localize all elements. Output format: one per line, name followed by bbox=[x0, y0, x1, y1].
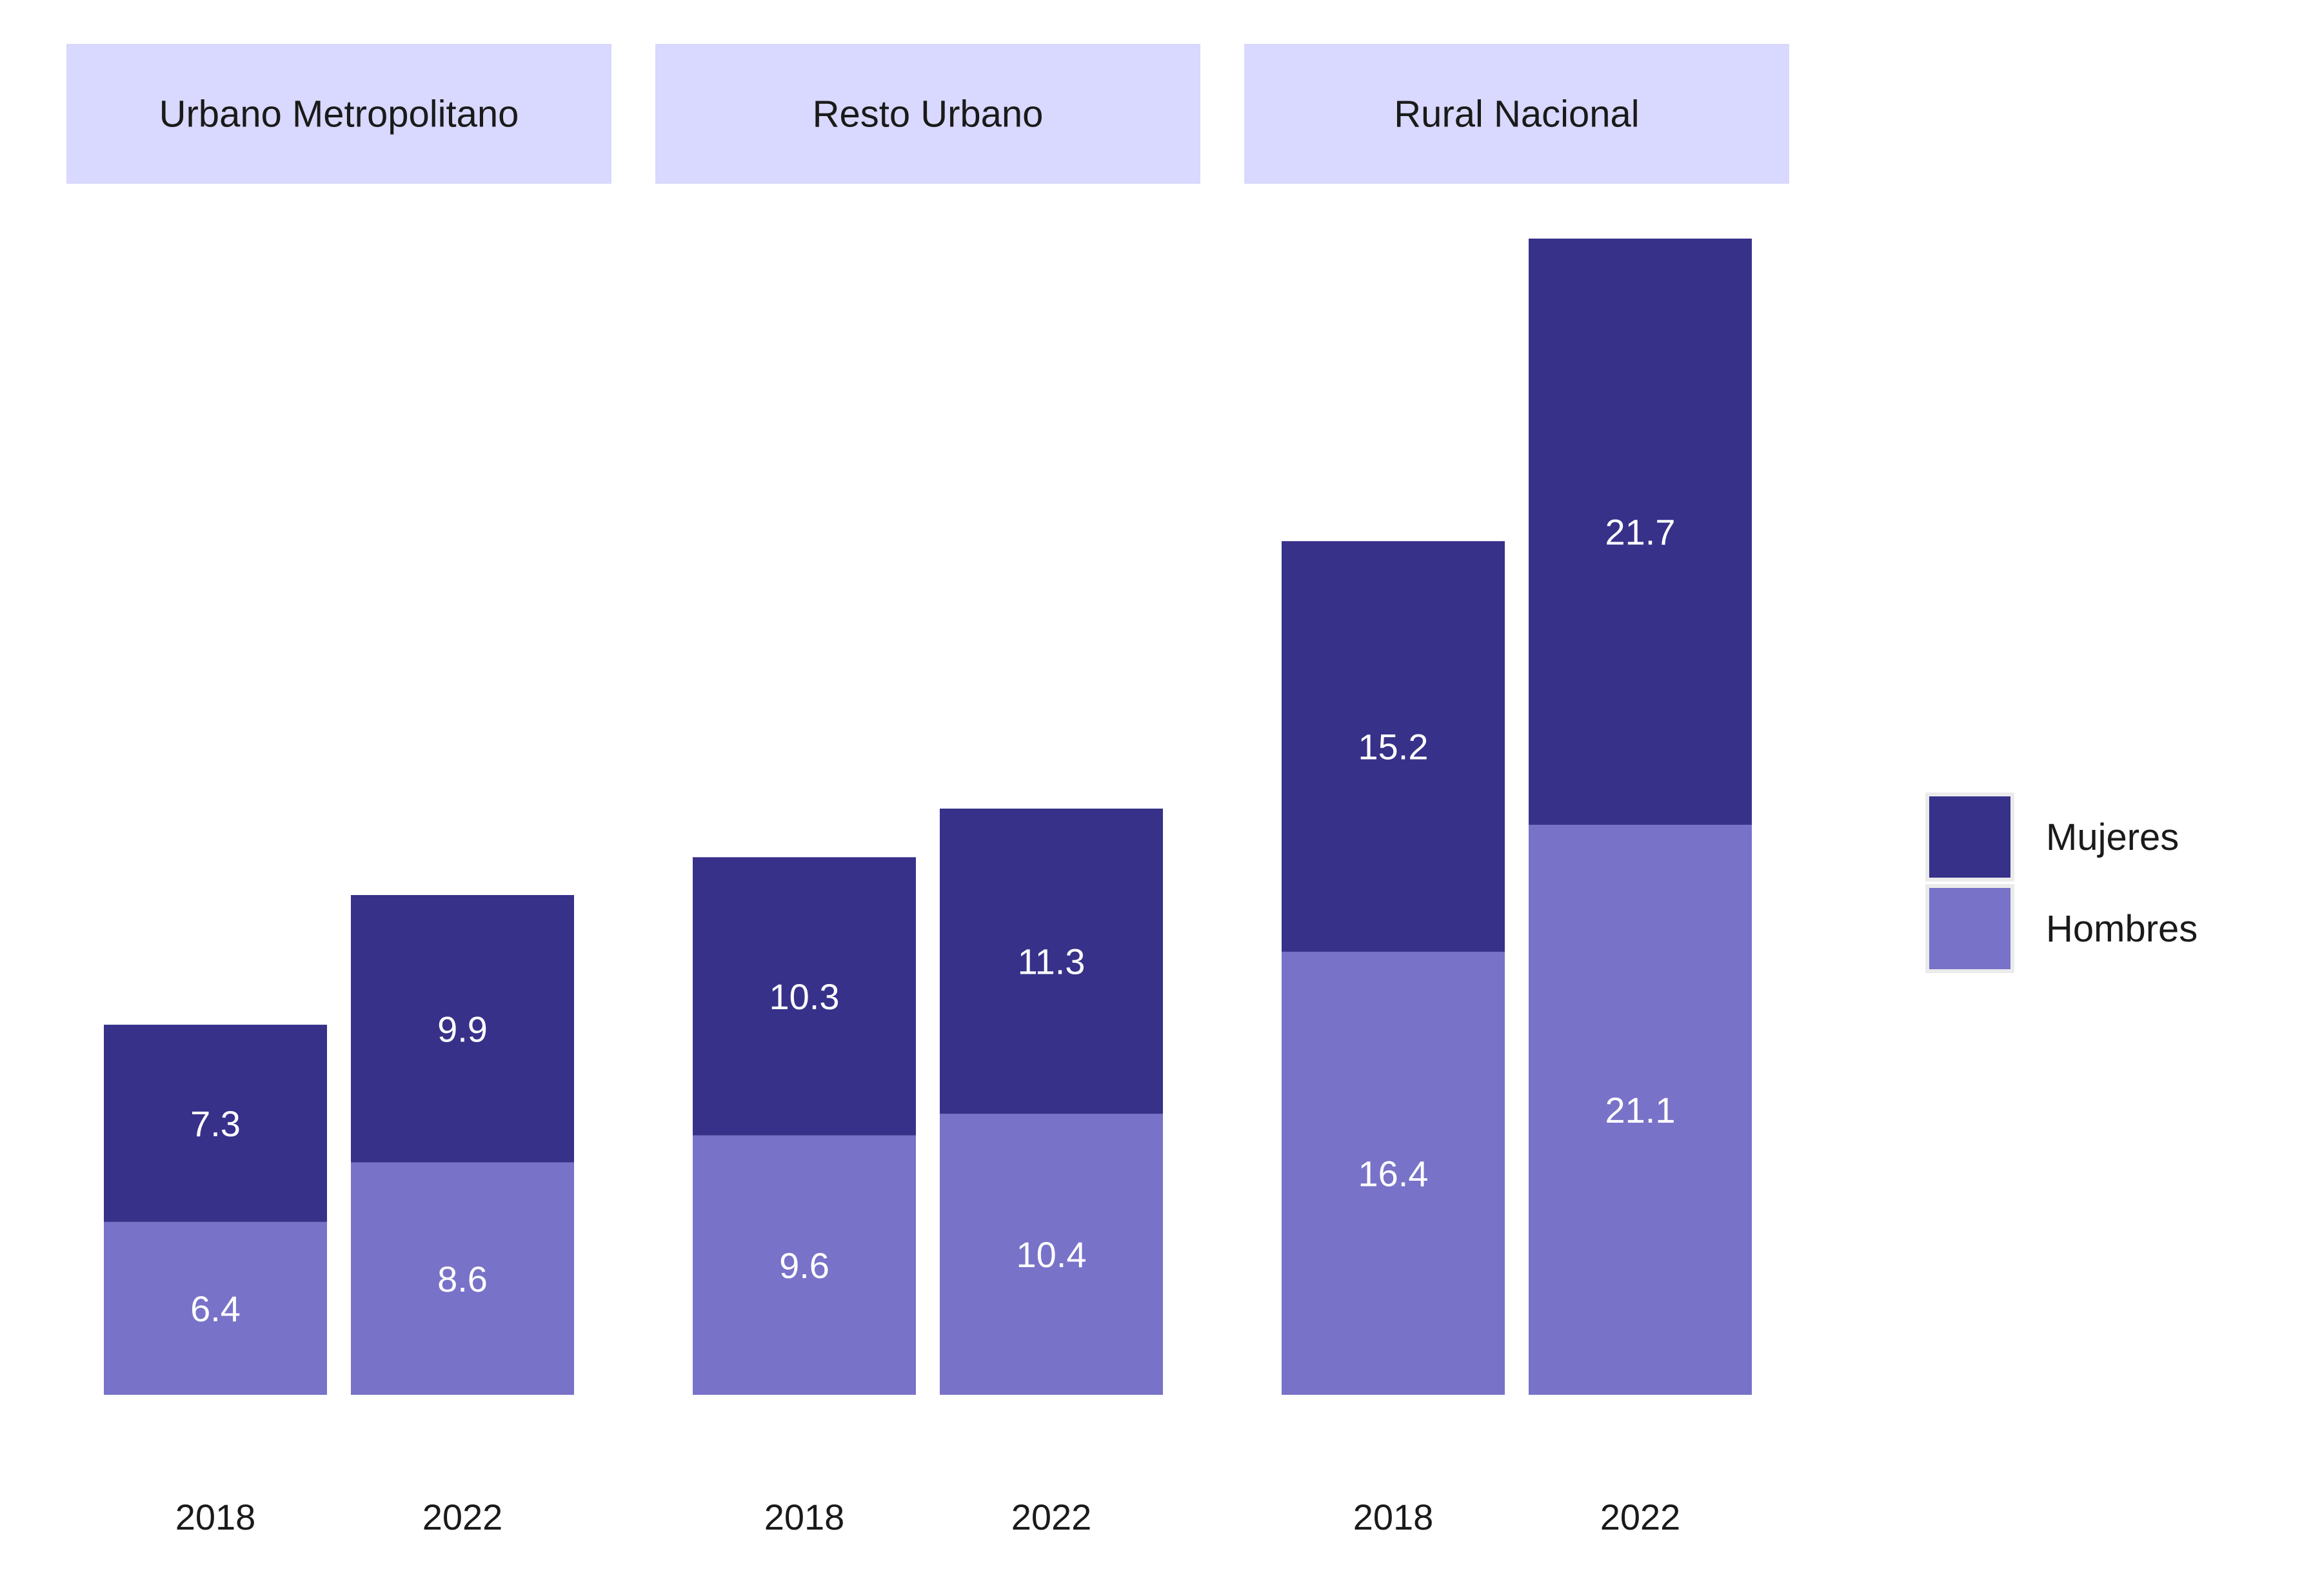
facet-strip-label: Rural Nacional bbox=[1394, 94, 1639, 135]
facet-strips: Urbano Metropolitano Resto Urbano Rural Na… bbox=[66, 44, 1789, 184]
data-label: 21.1 bbox=[1605, 1090, 1676, 1130]
bar-segment-mujeres[interactable] bbox=[1282, 541, 1505, 952]
legend-key-hombres[interactable] bbox=[1925, 884, 2014, 973]
legend[interactable]: Mujeres Hombres bbox=[1925, 793, 2198, 973]
bar-segment-hombres[interactable] bbox=[1282, 951, 1505, 1395]
data-label: 21.7 bbox=[1605, 512, 1676, 553]
facet-strip-1 bbox=[655, 44, 1200, 184]
bar-segment-mujeres[interactable] bbox=[940, 808, 1163, 1114]
data-label: 15.2 bbox=[1358, 727, 1429, 767]
bar-segment-mujeres[interactable] bbox=[351, 894, 574, 1163]
data-label: 10.4 bbox=[1017, 1234, 1087, 1275]
bar-segment-hombres[interactable] bbox=[351, 1162, 574, 1395]
facet-strip-2 bbox=[1244, 44, 1789, 184]
data-label: 6.4 bbox=[190, 1288, 241, 1329]
x-tick-label: 2018 bbox=[175, 1497, 256, 1537]
bar-segment-mujeres[interactable] bbox=[104, 1025, 327, 1222]
x-tick-label: 2018 bbox=[1353, 1497, 1434, 1537]
bar-segment-mujeres[interactable] bbox=[693, 857, 916, 1136]
x-tick-label: 2022 bbox=[1600, 1497, 1681, 1537]
legend-label-mujeres: Mujeres bbox=[2046, 816, 2179, 858]
data-label: 16.4 bbox=[1358, 1153, 1429, 1194]
bar-segment-mujeres[interactable] bbox=[1529, 239, 1752, 825]
bars bbox=[104, 239, 1752, 1395]
data-label: 9.9 bbox=[437, 1009, 488, 1049]
facet-strip-0 bbox=[66, 44, 611, 184]
data-label: 7.3 bbox=[190, 1103, 241, 1144]
x-tick-label: 2018 bbox=[764, 1497, 845, 1537]
legend-key-mujeres[interactable] bbox=[1925, 793, 2014, 882]
bar-labels: 6.4 7.3 8.6 9.9 9.6 10.3 10.4 11.3 16.4 15.2 21.1 2… bbox=[190, 512, 1675, 1329]
facet-strip-label: Urbano Metropolitano bbox=[159, 94, 519, 135]
data-label: 10.3 bbox=[769, 976, 840, 1017]
x-tick-labels: 2018 2022 2018 2022 2018 2022 bbox=[175, 1497, 1681, 1537]
data-label: 11.3 bbox=[1018, 941, 1086, 982]
bar-segment-hombres[interactable] bbox=[940, 1114, 1163, 1395]
bar-segment-hombres[interactable] bbox=[1529, 825, 1752, 1395]
data-label: 8.6 bbox=[437, 1259, 488, 1299]
x-tick-label: 2022 bbox=[422, 1497, 503, 1537]
data-label: 9.6 bbox=[779, 1245, 829, 1286]
bar-segment-hombres[interactable] bbox=[693, 1135, 916, 1395]
bar-segment-hombres[interactable] bbox=[104, 1221, 327, 1395]
x-tick-label: 2022 bbox=[1011, 1497, 1092, 1537]
facet-strip-label: Resto Urbano bbox=[813, 94, 1044, 135]
legend-label-hombres: Hombres bbox=[2046, 908, 2198, 950]
